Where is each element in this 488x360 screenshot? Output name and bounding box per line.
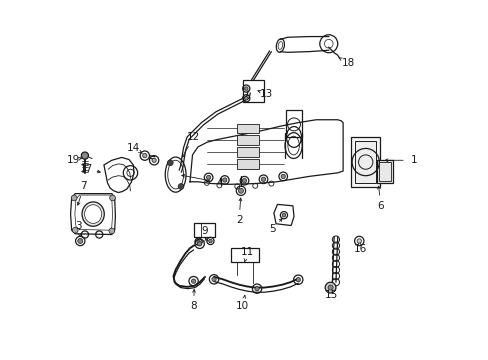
Text: 10: 10 [236,301,249,311]
Bar [237,159,258,169]
Circle shape [282,213,285,217]
Circle shape [78,238,82,243]
Circle shape [206,175,210,180]
Circle shape [261,177,265,181]
Text: 15: 15 [324,291,337,301]
Circle shape [191,279,195,283]
Circle shape [242,179,246,183]
Bar [237,135,258,145]
Circle shape [254,287,259,291]
Circle shape [244,96,247,100]
Text: 5: 5 [268,224,275,234]
Circle shape [81,152,88,159]
Circle shape [197,242,202,246]
Text: 4: 4 [216,177,223,188]
Circle shape [281,174,285,179]
Text: 18: 18 [341,58,354,68]
Text: 16: 16 [353,244,366,254]
Text: 6: 6 [377,201,383,211]
Circle shape [142,153,147,158]
Polygon shape [273,204,293,226]
Text: 19: 19 [66,155,80,165]
Circle shape [211,277,216,282]
Circle shape [325,282,335,293]
Bar [242,80,264,102]
Circle shape [238,188,243,193]
Circle shape [356,239,361,243]
Circle shape [244,87,247,90]
Circle shape [109,228,115,234]
Circle shape [71,195,77,201]
Bar [194,223,215,237]
Bar [351,137,379,187]
Text: 9: 9 [202,226,208,236]
Circle shape [222,178,226,182]
Text: 8: 8 [190,301,197,311]
Polygon shape [104,157,134,193]
Text: 2: 2 [235,215,242,225]
Bar [378,162,390,181]
Circle shape [109,195,115,201]
Circle shape [196,240,200,243]
Circle shape [327,285,332,290]
Text: 1: 1 [409,155,416,165]
Circle shape [178,184,183,189]
Text: 11: 11 [240,247,253,257]
Ellipse shape [82,202,104,226]
Circle shape [152,158,156,162]
Bar [286,110,301,137]
Text: 12: 12 [186,132,200,142]
Ellipse shape [84,205,102,224]
Bar [354,141,375,183]
Text: 14: 14 [126,143,140,153]
Circle shape [167,160,173,166]
Text: 3: 3 [75,221,82,231]
Bar [237,147,258,157]
Circle shape [208,239,212,243]
Bar [376,160,392,183]
Text: 13: 13 [260,89,273,99]
Text: 17: 17 [80,164,93,174]
Bar [230,248,258,262]
Bar [237,124,258,134]
Circle shape [296,278,300,282]
Polygon shape [70,194,115,234]
Circle shape [72,227,78,233]
Text: 7: 7 [81,181,87,191]
